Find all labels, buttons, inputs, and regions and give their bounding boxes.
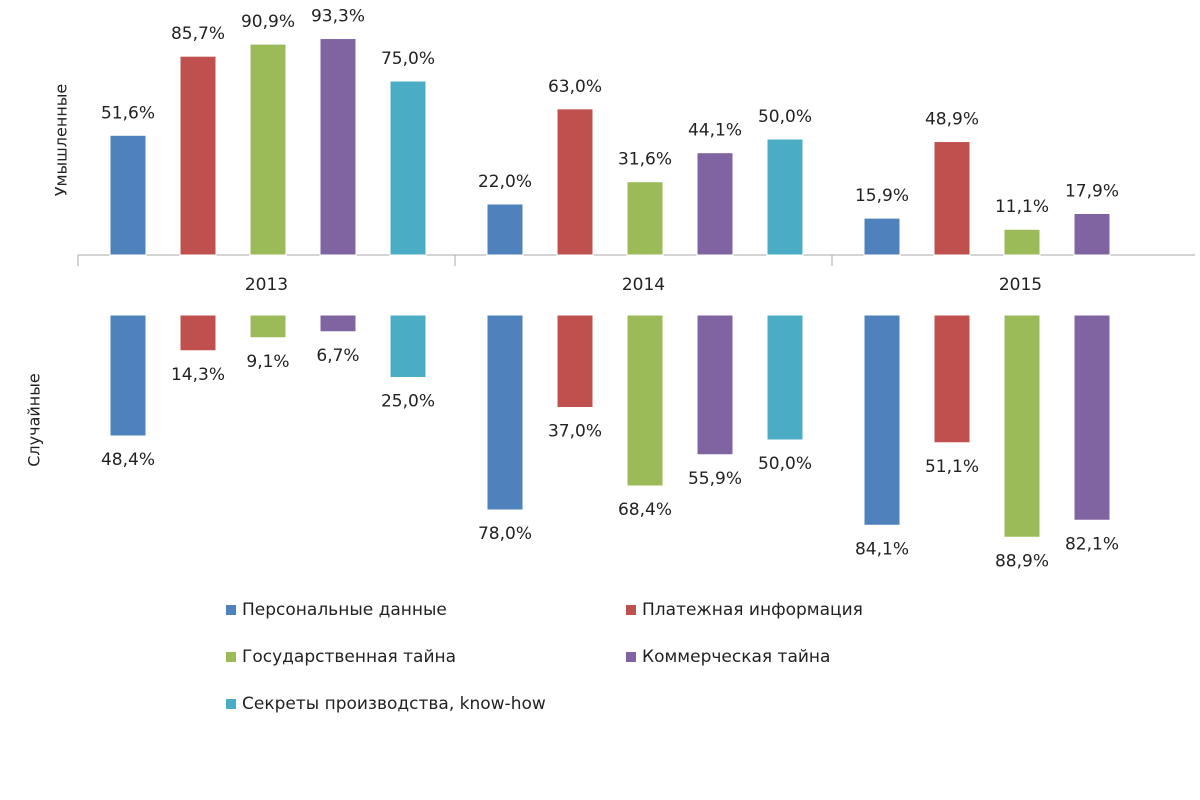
data-label: 50,0% [758, 107, 812, 127]
legend-swatch [226, 652, 236, 662]
bar [863, 217, 901, 256]
y-axis-label: Случайные [25, 373, 44, 466]
data-label: 9,1% [246, 352, 289, 372]
bar [249, 43, 287, 256]
bar [1003, 314, 1041, 538]
bar [766, 138, 804, 256]
data-label: 84,1% [855, 539, 909, 559]
data-label: 22,0% [478, 172, 532, 192]
legend-label: Платежная информация [642, 600, 863, 620]
data-label: 15,9% [855, 186, 909, 206]
bar [556, 314, 594, 408]
data-label: 17,9% [1065, 181, 1119, 201]
bar [696, 152, 734, 256]
legend-swatch [226, 605, 236, 615]
data-label: 25,0% [381, 392, 435, 412]
bar [249, 314, 287, 339]
data-label: 82,1% [1065, 534, 1119, 554]
x-tick-label: 2015 [999, 275, 1042, 295]
data-label: 68,4% [618, 500, 672, 520]
y-axis-label: Умышленные [52, 84, 71, 197]
data-label: 90,9% [241, 12, 295, 32]
bar [863, 314, 901, 526]
bar [556, 108, 594, 256]
data-label: 14,3% [171, 365, 225, 385]
bar [109, 134, 147, 256]
bar [1073, 212, 1111, 256]
data-label: 48,9% [925, 110, 979, 130]
data-label: 93,3% [311, 7, 365, 27]
bar [486, 314, 524, 511]
bar [319, 314, 357, 333]
legend-label: Государственная тайна [242, 647, 456, 667]
x-tick-label: 2014 [622, 275, 665, 295]
bar [179, 314, 217, 352]
data-label: 78,0% [478, 524, 532, 544]
legend-label: Секреты производства, know-how [242, 694, 546, 714]
data-label: 50,0% [758, 454, 812, 474]
bar [319, 38, 357, 256]
bar [933, 141, 971, 256]
data-label: 75,0% [381, 49, 435, 69]
bar [933, 314, 971, 444]
bar [389, 314, 427, 378]
data-label: 31,6% [618, 150, 672, 170]
bar [626, 314, 664, 487]
data-label: 63,0% [548, 77, 602, 97]
bar [1073, 314, 1111, 521]
data-label: 44,1% [688, 121, 742, 141]
bar [486, 203, 524, 256]
bar [179, 55, 217, 256]
data-label: 6,7% [316, 346, 359, 366]
data-label: 85,7% [171, 24, 225, 44]
data-label: 51,6% [101, 103, 155, 123]
bar [626, 181, 664, 256]
bar [766, 314, 804, 441]
data-label: 48,4% [101, 450, 155, 470]
data-label: 51,1% [925, 457, 979, 477]
legend-swatch [226, 699, 236, 709]
bar [109, 314, 147, 437]
data-label: 37,0% [548, 422, 602, 442]
data-label: 88,9% [995, 551, 1049, 571]
bar [696, 314, 734, 456]
data-label: 11,1% [995, 197, 1049, 217]
bar [389, 80, 427, 256]
bar [1003, 228, 1041, 256]
legend-label: Коммерческая тайна [642, 647, 830, 667]
x-tick-label: 2013 [245, 275, 288, 295]
legend-label: Персональные данные [242, 600, 447, 620]
data-label: 55,9% [688, 469, 742, 489]
legend-swatch [626, 605, 636, 615]
legend-swatch [626, 652, 636, 662]
